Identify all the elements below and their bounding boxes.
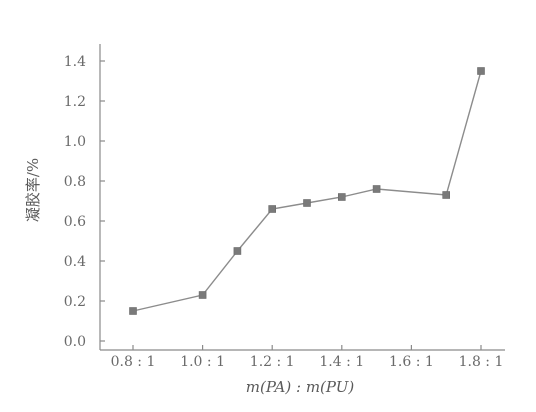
data-point-marker — [477, 67, 485, 75]
y-ticks: 0.0 0.2 0.4 0.6 0.8 1.0 1.2 1.4 — [64, 54, 105, 350]
y-tick-label: 1.4 — [64, 54, 86, 70]
data-point-marker — [198, 291, 207, 299]
x-tick-label: 1.6 : 1 — [389, 354, 434, 370]
series-line — [132, 70, 482, 312]
y-axis: 0.0 0.2 0.4 0.6 0.8 1.0 1.2 1.4 — [64, 44, 105, 350]
data-point-marker — [129, 307, 137, 315]
x-ticks: 0.8 : 1 1.0 : 1 1.2 : 1 1.4 : 1 1.6 : 1 1.8 :… — [111, 345, 504, 370]
x-tick-label: 1.8 : 1 — [459, 354, 504, 370]
x-axis-title: m(PA) : m(PU) — [246, 378, 355, 396]
data-point-marker — [303, 199, 311, 207]
data-point-marker — [337, 193, 346, 201]
y-tick-label: 0.4 — [64, 254, 86, 270]
plot-area — [129, 67, 485, 315]
x-tick-label: 1.2 : 1 — [250, 354, 295, 370]
y-axis-title: 凝胶率/% — [24, 158, 42, 222]
y-tick-label: 0.6 — [64, 214, 86, 230]
y-tick-label: 0.8 — [64, 174, 86, 190]
data-point-marker — [268, 205, 277, 213]
x-axis: 0.8 : 1 1.0 : 1 1.2 : 1 1.4 : 1 1.6 : 1 1.8 :… — [100, 345, 505, 370]
data-point-marker — [233, 247, 242, 255]
data-point-marker — [442, 191, 451, 199]
y-tick-label: 1.2 — [64, 94, 86, 110]
x-tick-label: 0.8 : 1 — [111, 354, 156, 370]
y-tick-label: 0.0 — [64, 334, 86, 350]
data-point-marker — [372, 185, 381, 193]
x-tick-label: 1.4 : 1 — [319, 354, 364, 370]
y-tick-label: 0.2 — [64, 294, 86, 310]
x-tick-label: 1.0 : 1 — [180, 354, 225, 370]
y-tick-label: 1.0 — [64, 134, 86, 150]
